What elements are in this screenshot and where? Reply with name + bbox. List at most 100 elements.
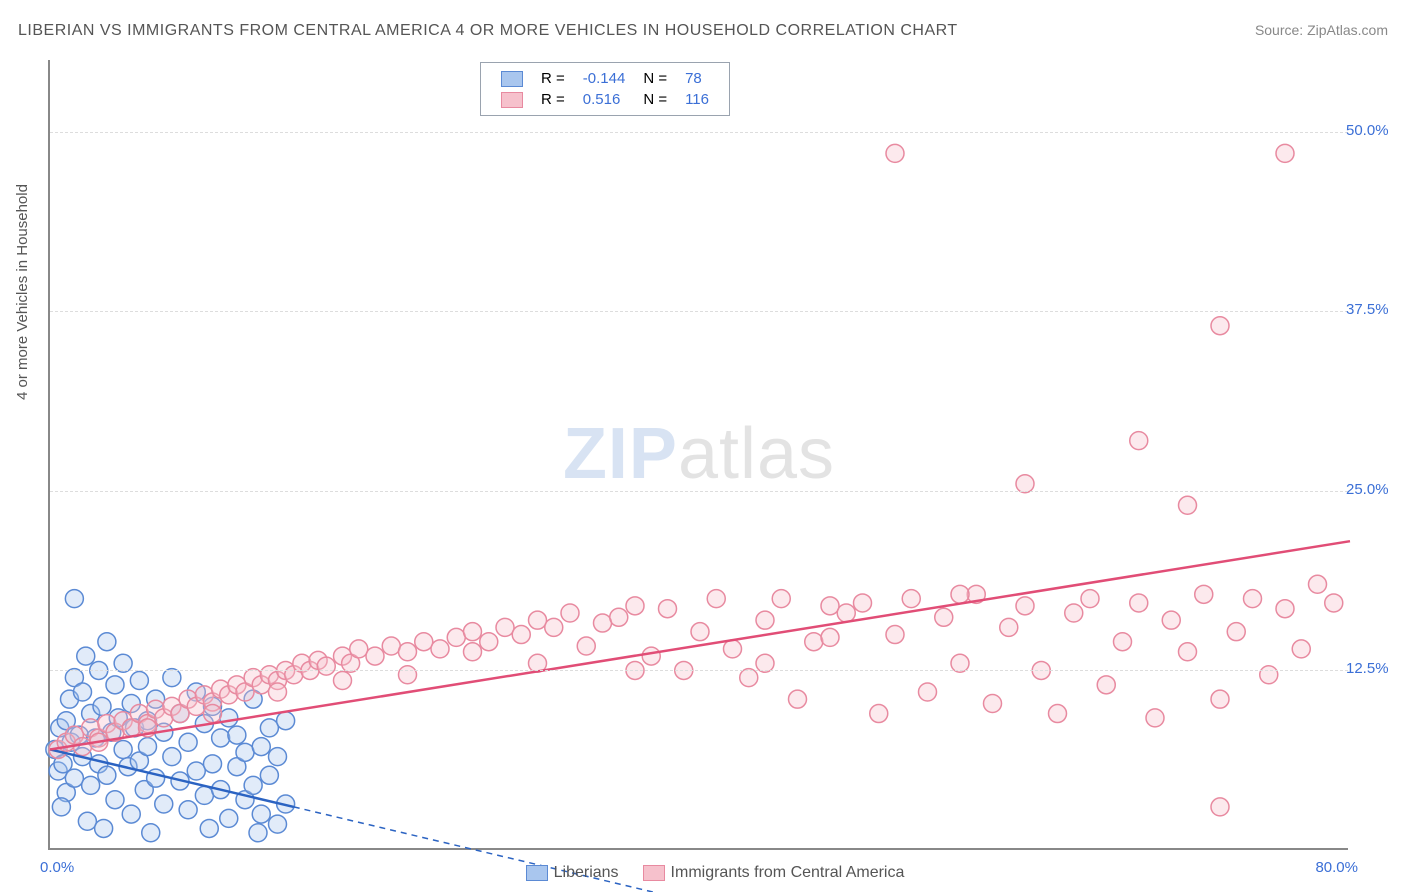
- source-name: ZipAtlas.com: [1307, 22, 1388, 38]
- stats-row: R =-0.144N =78: [493, 69, 717, 88]
- data-point: [821, 597, 839, 615]
- legend-swatch: [643, 865, 665, 881]
- data-point: [529, 611, 547, 629]
- scatter-svg: [50, 60, 1348, 848]
- data-point: [1309, 575, 1327, 593]
- data-point: [106, 791, 124, 809]
- data-point: [1179, 643, 1197, 661]
- data-point: [545, 618, 563, 636]
- series-legend: Liberians Immigrants from Central America: [0, 864, 1406, 882]
- data-point: [610, 608, 628, 626]
- data-point: [805, 633, 823, 651]
- data-point: [1081, 590, 1099, 608]
- data-point: [577, 637, 595, 655]
- data-point: [252, 738, 270, 756]
- data-point: [277, 712, 295, 730]
- data-point: [317, 657, 335, 675]
- data-point: [1114, 633, 1132, 651]
- data-point: [65, 769, 83, 787]
- plot-area: ZIPatlas 0.0% 80.0% 12.5%25.0%37.5%50.0%: [48, 60, 1348, 850]
- data-point: [195, 786, 213, 804]
- data-point: [902, 590, 920, 608]
- data-point: [1179, 496, 1197, 514]
- data-point: [366, 647, 384, 665]
- data-point: [399, 643, 417, 661]
- data-point: [415, 633, 433, 651]
- legend-swatch: [501, 71, 523, 87]
- gridline: [50, 132, 1348, 133]
- data-point: [220, 809, 238, 827]
- data-point: [772, 590, 790, 608]
- data-point: [886, 144, 904, 162]
- data-point: [163, 748, 181, 766]
- data-point: [431, 640, 449, 658]
- data-point: [1276, 144, 1294, 162]
- data-point: [1325, 594, 1343, 612]
- data-point: [77, 647, 95, 665]
- data-point: [350, 640, 368, 658]
- data-point: [1227, 623, 1245, 641]
- data-point: [626, 597, 644, 615]
- stats-table: R =-0.144N =78 R =0.516N =116: [491, 67, 719, 111]
- data-point: [1162, 611, 1180, 629]
- legend-label: Liberians: [554, 864, 619, 881]
- data-point: [382, 637, 400, 655]
- data-point: [130, 672, 148, 690]
- data-point: [496, 618, 514, 636]
- data-point: [464, 623, 482, 641]
- y-tick-label: 12.5%: [1346, 660, 1406, 677]
- data-point: [74, 738, 92, 756]
- gridline: [50, 670, 1348, 671]
- data-point: [919, 683, 937, 701]
- data-point: [179, 801, 197, 819]
- data-point: [464, 643, 482, 661]
- data-point: [1211, 317, 1229, 335]
- chart-title: LIBERIAN VS IMMIGRANTS FROM CENTRAL AMER…: [18, 22, 958, 40]
- data-point: [65, 590, 83, 608]
- data-point: [951, 585, 969, 603]
- stat-n-label: N =: [635, 69, 675, 88]
- data-point: [98, 633, 116, 651]
- y-axis-label: 4 or more Vehicles in Household: [14, 184, 31, 400]
- data-point: [1049, 705, 1067, 723]
- data-point: [249, 824, 267, 842]
- data-point: [447, 628, 465, 646]
- data-point: [789, 690, 807, 708]
- data-point: [1000, 618, 1018, 636]
- data-point: [512, 626, 530, 644]
- stat-n-label: N =: [635, 90, 675, 109]
- stat-r-label: R =: [533, 69, 573, 88]
- data-point: [870, 705, 888, 723]
- data-point: [642, 647, 660, 665]
- data-point: [1065, 604, 1083, 622]
- data-point: [122, 805, 140, 823]
- data-point: [260, 766, 278, 784]
- data-point: [480, 633, 498, 651]
- legend-label: Immigrants from Central America: [671, 864, 905, 881]
- data-point: [228, 726, 246, 744]
- stat-r-value: -0.144: [575, 69, 634, 88]
- data-point: [691, 623, 709, 641]
- stats-row: R =0.516N =116: [493, 90, 717, 109]
- data-point: [1211, 690, 1229, 708]
- data-point: [78, 812, 96, 830]
- data-point: [260, 719, 278, 737]
- legend-swatch: [501, 92, 523, 108]
- data-point: [106, 676, 124, 694]
- data-point: [220, 709, 238, 727]
- data-point: [659, 600, 677, 618]
- data-point: [93, 697, 111, 715]
- data-point: [724, 640, 742, 658]
- stat-r-label: R =: [533, 90, 573, 109]
- data-point: [886, 626, 904, 644]
- data-point: [561, 604, 579, 622]
- data-point: [1244, 590, 1262, 608]
- data-point: [399, 666, 417, 684]
- data-point: [1130, 432, 1148, 450]
- source-prefix: Source:: [1255, 22, 1307, 38]
- data-point: [984, 694, 1002, 712]
- stat-n-value: 116: [677, 90, 717, 109]
- data-point: [1146, 709, 1164, 727]
- data-point: [1097, 676, 1115, 694]
- data-point: [204, 755, 222, 773]
